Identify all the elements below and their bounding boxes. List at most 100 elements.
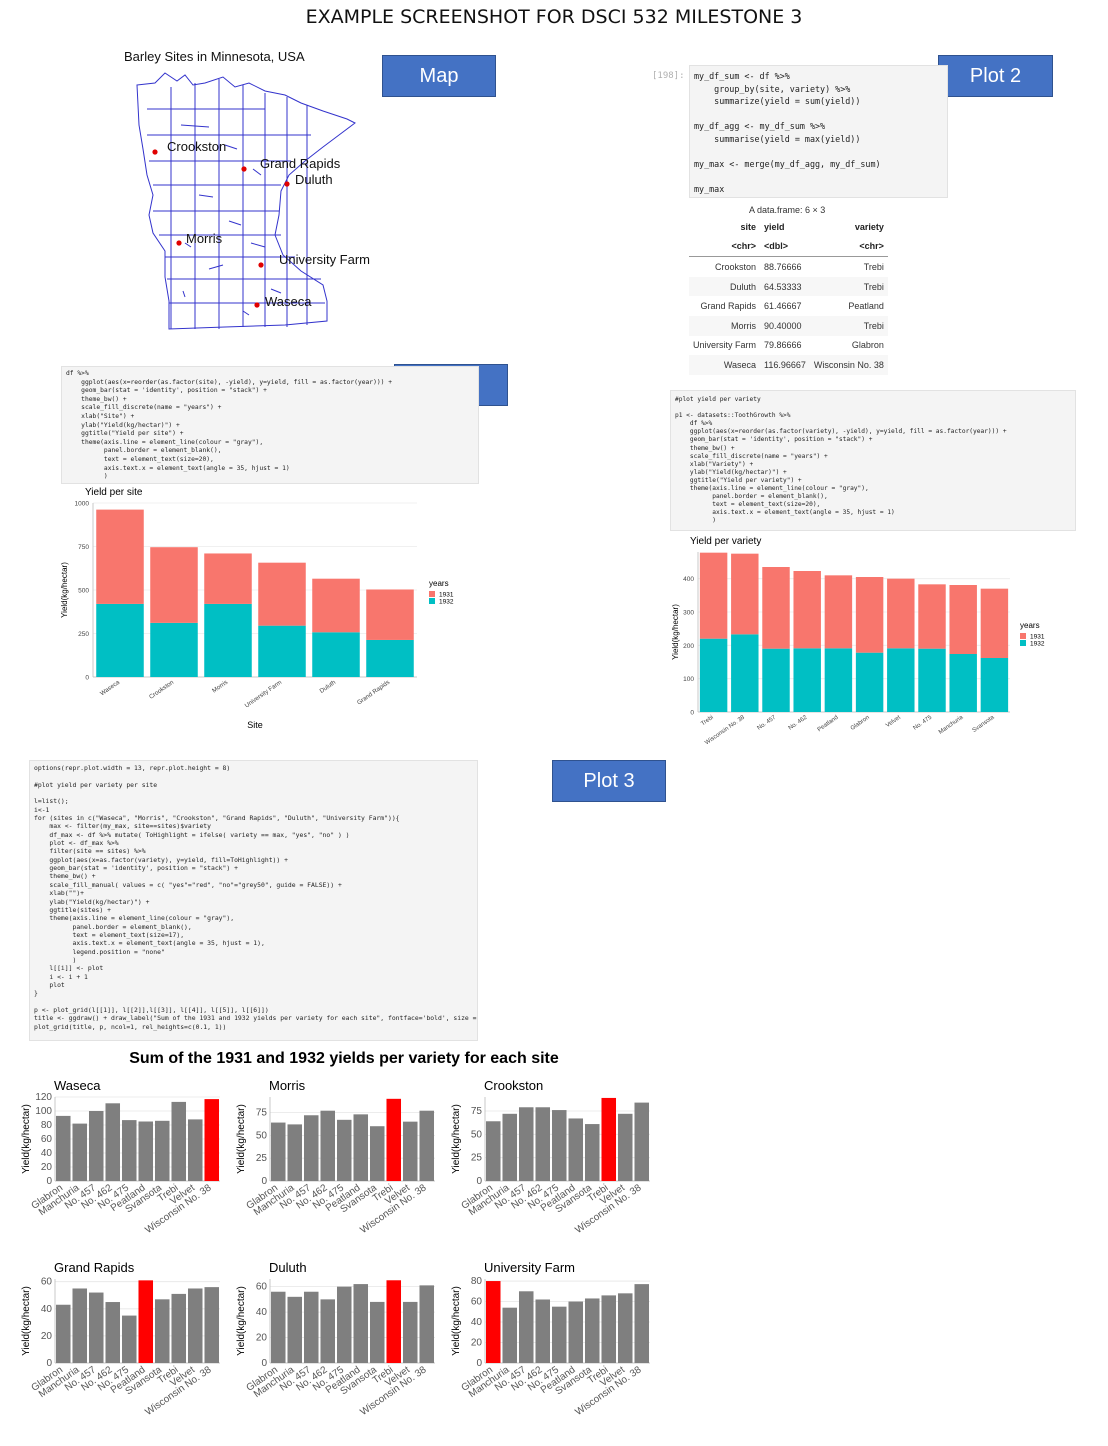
minnesota-map	[136, 72, 356, 330]
plot3-code-cell[interactable]: options(repr.plot.width = 13, repr.plot.…	[29, 760, 478, 1041]
dataframe-cell: Morris	[689, 315, 761, 336]
y-tick-label: 250	[78, 631, 89, 638]
code-line	[34, 789, 473, 797]
code-line	[694, 108, 943, 121]
code-line: ggtitle(sites) +	[34, 905, 111, 914]
bar-segment-1931	[949, 585, 977, 654]
dataframe-row: Crookston 88.76666 Trebi	[689, 257, 888, 277]
code-line: geom_bar(stat = 'identity', position = "…	[675, 436, 873, 444]
code-line: p1 <- datasets::ToothGrowth %>%	[675, 412, 791, 420]
bar-segment-1931	[312, 578, 360, 633]
bar	[369, 1301, 385, 1363]
bar	[402, 1121, 418, 1181]
facet-title: Morris	[269, 1078, 306, 1093]
bar	[171, 1101, 187, 1181]
aggregation-code-cell[interactable]: my_df_sum <- df %>% group_by(site, varie…	[689, 65, 948, 198]
x-tick-label: Trebi	[700, 715, 714, 728]
bar-segment-1932	[150, 622, 198, 677]
bar-segment-1932	[204, 603, 252, 677]
dataframe-cell: Glabron	[851, 340, 884, 351]
dataframe-header: site	[740, 221, 757, 232]
bar	[369, 1126, 385, 1181]
bar-segment-1931	[96, 509, 144, 604]
y-axis-label: Yield(kg/hectar)	[451, 1104, 462, 1174]
plot2-code-cell[interactable]: #plot yield per variety p1 <- datasets::…	[670, 390, 1076, 531]
code-line: ggplot(aes(x=reorder(as.factor(site), -y…	[66, 378, 393, 386]
bar	[485, 1121, 501, 1181]
y-tick-label: 20	[256, 1333, 268, 1344]
bar	[154, 1299, 170, 1363]
y-tick-label: 0	[261, 1358, 267, 1369]
x-tick-label: No. 462	[788, 714, 809, 731]
bar-segment-1931	[731, 553, 759, 635]
code-line: df %>%	[66, 370, 89, 377]
bar	[187, 1288, 203, 1363]
code-line: my_max	[694, 184, 725, 195]
code-line	[675, 404, 1071, 412]
y-tick-label: 80	[471, 1276, 483, 1287]
map-site-dots	[152, 149, 290, 308]
code-line: theme(axis.line = element_line(colour = …	[66, 438, 264, 446]
dataframe-header: yield	[764, 221, 785, 232]
bar	[320, 1110, 336, 1181]
dataframe-row: University Farm 79.86666 Glabron	[689, 336, 888, 356]
y-axis-label: Yield(kg/hectar)	[21, 1104, 32, 1174]
bar	[88, 1111, 104, 1181]
code-line: l=list();	[34, 797, 69, 806]
code-line: theme(axis.line = element_line(colour = …	[675, 485, 869, 493]
bar	[303, 1115, 319, 1181]
bar	[568, 1118, 584, 1181]
y-tick-label: 0	[85, 675, 89, 682]
facet-title: Waseca	[54, 1078, 101, 1093]
y-tick-label: 75	[471, 1106, 483, 1117]
bar-segment-1932	[312, 632, 360, 677]
y-tick-label: 40	[41, 1304, 53, 1315]
code-line: panel.border = element_blank(),	[675, 493, 828, 501]
bar	[601, 1097, 617, 1181]
y-tick-label: 500	[78, 588, 89, 595]
code-line: i <- i + 1	[34, 972, 88, 981]
x-tick-label: Waseca	[99, 679, 122, 698]
chart-title: Yield per variety	[690, 536, 761, 547]
dataframe-cell: Trebi	[863, 261, 884, 272]
code-line: options(repr.plot.width = 13, repr.plot.…	[34, 764, 231, 772]
plot1-code-cell[interactable]: df %>% ggplot(aes(x=reorder(as.factor(si…	[61, 366, 479, 484]
legend-swatch	[429, 591, 435, 597]
page-title: EXAMPLE SCREENSHOT FOR DSCI 532 MILESTON…	[305, 6, 803, 28]
code-line: ggtitle("Yield per site") +	[66, 430, 184, 438]
bar	[568, 1301, 584, 1363]
bar-segment-1932	[731, 634, 759, 712]
code-line: geom_bar(stat = 'identity', position = "…	[34, 864, 238, 873]
bar	[535, 1107, 551, 1181]
map-label-grand-rapids: Grand Rapids	[260, 156, 341, 171]
code-line: df %>%	[675, 420, 713, 428]
code-line: scale_fill_manual( values = c( "yes"="re…	[34, 880, 342, 889]
bar-segment-1931	[150, 547, 198, 623]
map-label-morris: Morris	[186, 231, 223, 246]
plot3-chart: Sum of the 1931 and 1932 yields per vari…	[21, 1050, 650, 1418]
bar	[72, 1288, 88, 1363]
cell-prompt: [198]:	[652, 71, 685, 81]
y-tick-label: 0	[261, 1176, 267, 1187]
x-tick-label: Svansota	[972, 714, 996, 734]
code-line: panel.border = element_blank(),	[66, 447, 222, 455]
y-tick-label: 40	[471, 1317, 483, 1328]
bar	[55, 1115, 71, 1181]
y-tick-label: 20	[471, 1338, 483, 1349]
dataframe-cell: Peatland	[848, 301, 884, 312]
bar	[584, 1124, 600, 1181]
y-tick-label: 40	[41, 1148, 53, 1159]
bar	[187, 1119, 203, 1181]
code-line: legend.position = "none"	[34, 947, 165, 956]
y-tick-label: 60	[41, 1277, 53, 1288]
dataframe-caption: A data.frame: 6 × 3	[749, 205, 826, 215]
legend-label: 1932	[1030, 641, 1045, 648]
bar	[287, 1296, 303, 1363]
dataframe-type: <dbl>	[760, 236, 810, 258]
bar-segment-1932	[887, 648, 915, 712]
code-line: text = element_text(size=20),	[66, 455, 214, 463]
map-label-waseca: Waseca	[265, 294, 312, 309]
y-axis-label: Yield(kg/hectar)	[451, 1286, 462, 1356]
code-line	[694, 146, 943, 159]
